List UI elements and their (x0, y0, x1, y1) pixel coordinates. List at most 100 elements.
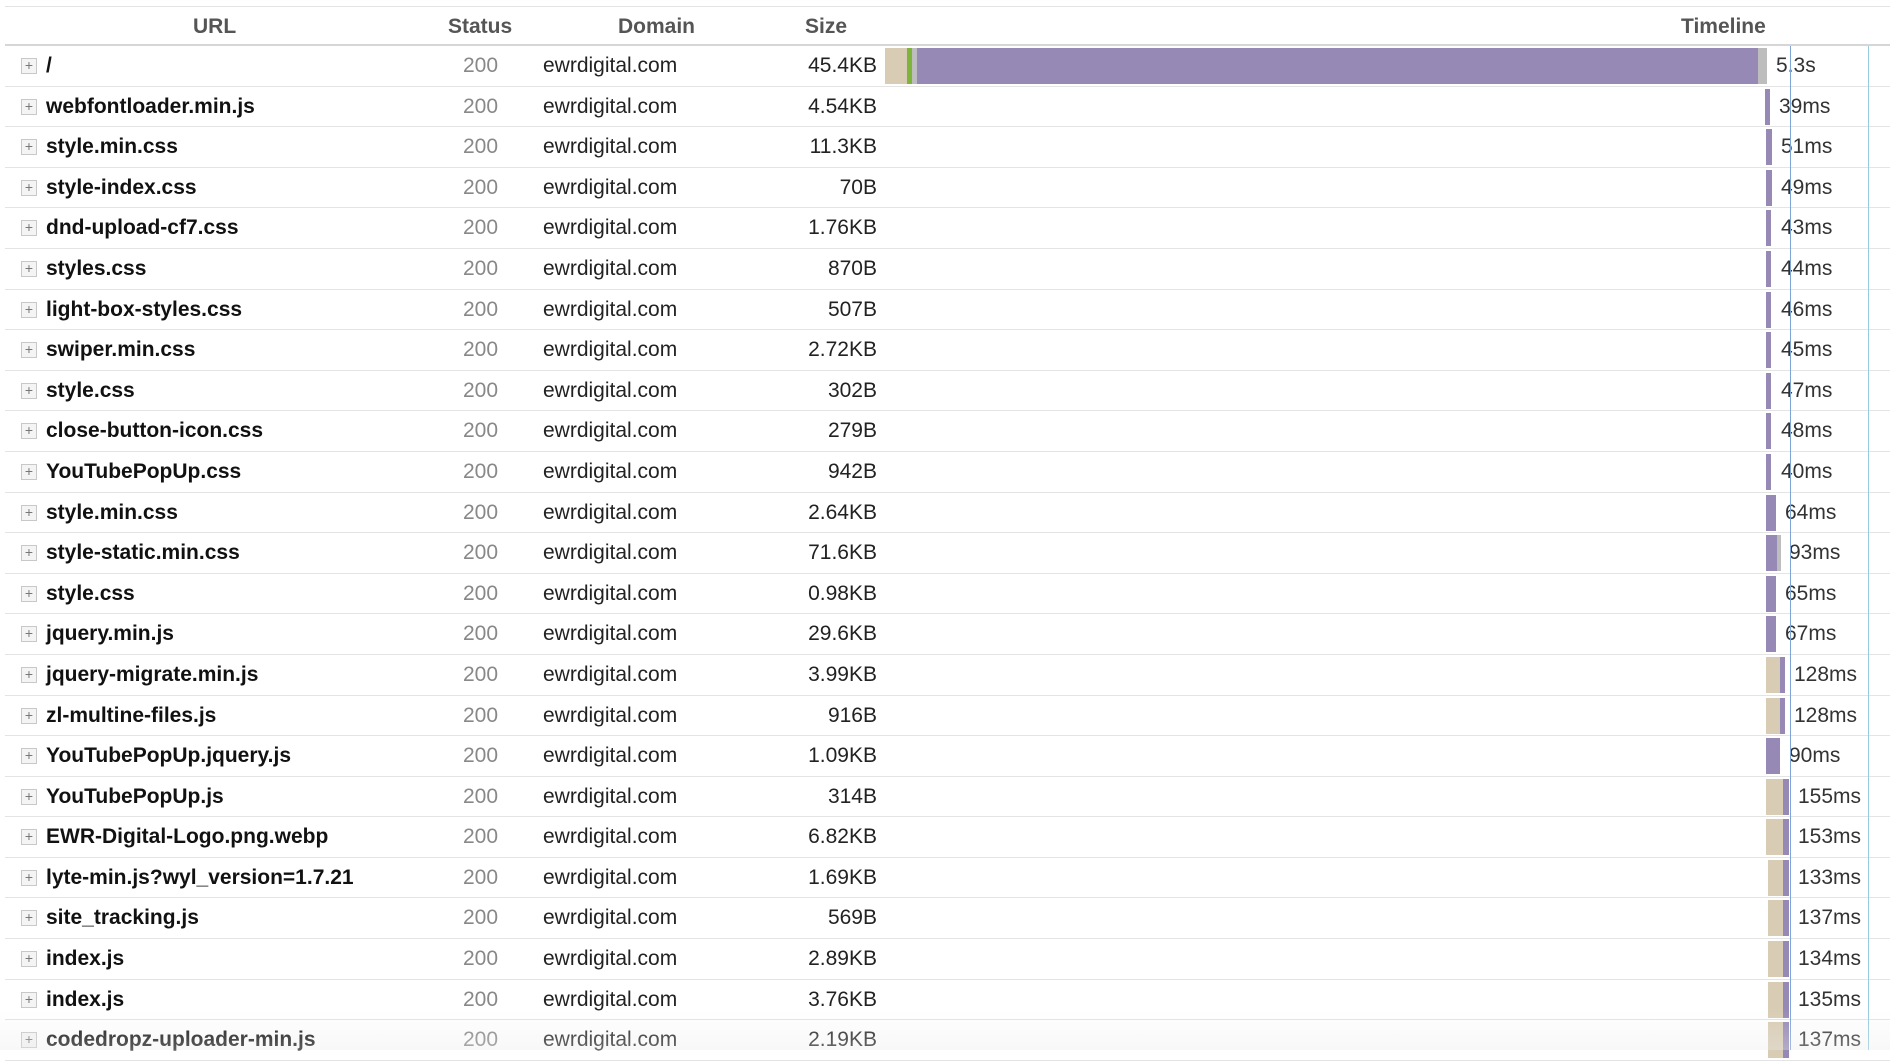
request-size: 569B (827, 906, 877, 930)
request-row[interactable]: + jquery.min.js 200 ewrdigital.com 29.6KB 67m… (5, 614, 1890, 655)
request-url[interactable]: jquery-migrate.min.js (46, 662, 259, 686)
request-status: 200 (463, 135, 499, 159)
column-header-status[interactable]: Status (448, 15, 513, 38)
request-url[interactable]: dnd-upload-cf7.css (46, 216, 239, 240)
column-header-timeline[interactable]: Timeline (1681, 15, 1766, 38)
request-size: 870B (827, 256, 877, 280)
request-row[interactable]: + YouTubePopUp.jquery.js 200 ewrdigital.com… (5, 736, 1890, 777)
request-domain: ewrdigital.com (543, 825, 678, 849)
request-url[interactable]: index.js (46, 947, 125, 971)
request-row[interactable]: + zl-multine-files.js 200 ewrdigital.com 916… (5, 695, 1890, 737)
request-row[interactable]: + style.min.css 200 ewrdigital.com 11.3KB 51m… (5, 127, 1890, 168)
request-row[interactable]: + style-index.css 200 ewrdigital.com 70B 49ms (5, 167, 1890, 209)
request-status: 200 (463, 622, 499, 646)
column-header-size[interactable]: Size (805, 15, 848, 38)
request-url[interactable]: style.min.css (46, 135, 178, 159)
plus-expand-icon[interactable]: + (21, 951, 37, 968)
plus-expand-icon[interactable]: + (21, 260, 37, 277)
request-status: 200 (463, 54, 499, 77)
request-row[interactable]: + close-button-icon.css 200 ewrdigital.com 2… (5, 411, 1890, 452)
plus-expand-icon[interactable]: + (21, 301, 37, 318)
request-row[interactable]: + jquery-migrate.min.js 200 ewrdigital.com 3… (5, 654, 1890, 696)
plus-expand-icon[interactable]: + (21, 748, 37, 765)
plus-expand-icon[interactable]: + (21, 545, 37, 562)
plus-expand-icon[interactable]: + (21, 626, 37, 643)
request-url[interactable]: swiper.min.css (46, 338, 196, 362)
request-status: 200 (463, 1028, 499, 1052)
timeline-bar-recv (917, 48, 1758, 84)
request-url[interactable]: jquery.min.js (46, 622, 174, 646)
request-url[interactable]: style.css (46, 581, 135, 605)
plus-expand-icon[interactable]: + (21, 342, 37, 359)
request-row[interactable]: + EWR-Digital-Logo.png.webp 200 ewrdigital.… (5, 817, 1890, 858)
request-url[interactable]: YouTubePopUp.jquery.js (46, 744, 292, 768)
plus-expand-icon[interactable]: + (21, 991, 37, 1008)
request-row[interactable]: + YouTubePopUp.css 200 ewrdigital.com 942B 40… (5, 451, 1890, 493)
timeline-bar-recv (1783, 900, 1789, 937)
request-row[interactable]: + styles.css 200 ewrdigital.com 870B 44ms (5, 248, 1890, 290)
request-size: 2.19KB (808, 1028, 877, 1052)
request-url[interactable]: YouTubePopUp.js (46, 784, 224, 808)
request-row[interactable]: + index.js 200 ewrdigital.com 3.76KB 135ms (5, 979, 1890, 1021)
request-row[interactable]: + site_tracking.js 200 ewrdigital.com 569B 13… (5, 898, 1890, 940)
column-header-url[interactable]: URL (193, 15, 237, 38)
plus-expand-icon[interactable]: + (21, 98, 37, 115)
plus-expand-icon[interactable]: + (21, 788, 37, 805)
request-row[interactable]: + style-static.min.css 200 ewrdigital.com 71… (5, 533, 1890, 574)
request-url[interactable]: codedropz-uploader-min.js (46, 1028, 316, 1052)
plus-expand-icon[interactable]: + (21, 869, 37, 886)
column-header-domain[interactable]: Domain (618, 15, 696, 38)
request-url[interactable]: light-box-styles.css (46, 297, 243, 321)
request-url[interactable]: index.js (46, 987, 125, 1011)
request-url[interactable]: styles.css (46, 256, 147, 280)
plus-expand-icon[interactable]: + (21, 707, 37, 724)
plus-expand-icon[interactable]: + (21, 666, 37, 683)
request-row[interactable]: + style.min.css 200 ewrdigital.com 2.64KB 64m… (5, 492, 1890, 534)
request-url[interactable]: YouTubePopUp.css (46, 459, 242, 483)
plus-expand-icon[interactable]: + (21, 382, 37, 399)
request-url[interactable]: style-static.min.css (46, 541, 240, 565)
request-url[interactable]: / (46, 54, 52, 77)
timeline-bar-recv (1766, 332, 1771, 369)
request-row[interactable]: + swiper.min.css 200 ewrdigital.com 2.72KB 45… (5, 330, 1890, 371)
plus-expand-icon[interactable]: + (21, 423, 37, 440)
request-row[interactable]: + index.js 200 ewrdigital.com 2.89KB 134ms (5, 939, 1890, 980)
request-row[interactable]: + codedropz-uploader-min.js 200 ewrdigital.… (5, 1020, 1890, 1061)
request-row[interactable]: + dnd-upload-cf7.css 200 ewrdigital.com 1.76… (5, 208, 1890, 249)
plus-expand-icon[interactable]: + (21, 829, 37, 846)
request-size: 1.76KB (808, 216, 877, 240)
request-domain: ewrdigital.com (543, 622, 678, 646)
request-row[interactable]: + style.css 200 ewrdigital.com 302B 47ms (5, 370, 1890, 412)
request-url[interactable]: style.min.css (46, 500, 178, 524)
timeline-bar-gray (1758, 48, 1767, 84)
plus-expand-icon[interactable]: + (21, 910, 37, 927)
timeline-bar-recv (1766, 169, 1772, 206)
plus-expand-icon[interactable]: + (21, 463, 37, 480)
plus-expand-icon[interactable]: + (21, 220, 37, 237)
request-url[interactable]: webfontloader.min.js (46, 94, 255, 118)
timeline-bar-wait (1766, 778, 1783, 815)
request-domain: ewrdigital.com (543, 297, 678, 321)
plus-expand-icon[interactable]: + (21, 504, 37, 521)
request-url[interactable]: close-button-icon.css (46, 419, 264, 443)
plus-expand-icon[interactable]: + (21, 139, 37, 156)
request-row[interactable]: + lyte-min.js?wyl_version=1.7.21 200 ewrdig… (5, 857, 1890, 899)
plus-expand-icon[interactable]: + (21, 585, 37, 602)
request-row[interactable]: + webfontloader.min.js 200 ewrdigital.com 4.… (5, 86, 1890, 128)
request-row[interactable]: + style.css 200 ewrdigital.com 0.98KB 65ms (5, 573, 1890, 615)
request-domain: ewrdigital.com (543, 459, 678, 483)
timeline-bar-green (907, 48, 912, 84)
plus-expand-icon[interactable]: + (21, 58, 37, 74)
request-url[interactable]: style-index.css (46, 175, 197, 199)
request-url[interactable]: EWR-Digital-Logo.png.webp (46, 825, 329, 849)
request-url[interactable]: site_tracking.js (46, 906, 199, 930)
request-url[interactable]: zl-multine-files.js (46, 703, 217, 727)
timeline-bar-recv (1783, 778, 1789, 815)
request-row[interactable]: + / 200 ewrdigital.com 45.4KB 5.3s (5, 46, 1890, 87)
request-url[interactable]: style.css (46, 378, 135, 402)
plus-expand-icon[interactable]: + (21, 179, 37, 196)
request-row[interactable]: + YouTubePopUp.js 200 ewrdigital.com 314B 155… (5, 776, 1890, 818)
plus-expand-icon[interactable]: + (21, 1032, 37, 1049)
request-row[interactable]: + light-box-styles.css 200 ewrdigital.com 50… (5, 289, 1890, 331)
request-url[interactable]: lyte-min.js?wyl_version=1.7.21 (46, 865, 354, 889)
